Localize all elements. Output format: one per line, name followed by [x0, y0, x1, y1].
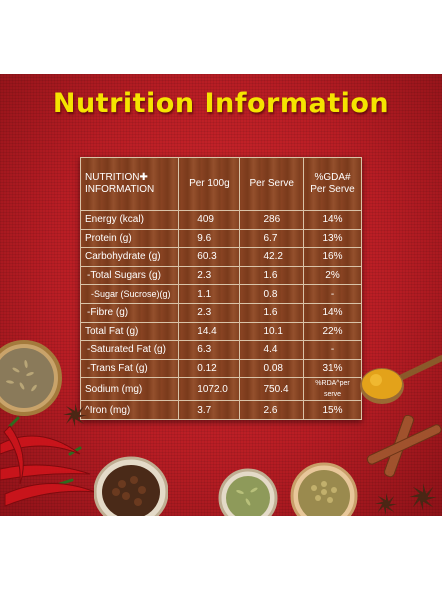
cumin-bowl-image: [0, 340, 62, 416]
turmeric-spoon-image: [360, 355, 442, 404]
row-gda: -: [303, 340, 362, 360]
row-per-serve: 750.4: [239, 377, 304, 402]
poster-title: Nutrition Information: [52, 88, 390, 119]
row-label: Carbohydrate (g): [79, 247, 180, 267]
row-gda: -: [303, 284, 362, 304]
row-gda: 31%: [303, 358, 362, 379]
row-per-serve: 0.8: [239, 284, 304, 304]
row-gda: 2%: [303, 265, 362, 286]
table-row: -Trans Fat (g) 0.12 0.08 31%: [79, 358, 362, 379]
cinnamon-sticks-image: [366, 414, 442, 478]
row-per-serve: 4.4: [239, 340, 304, 360]
row-per-100g: 9.6: [178, 228, 241, 249]
row-per-serve: 286: [239, 210, 304, 230]
header-nutrition-information: NUTRITION✚ INFORMATION: [79, 157, 180, 211]
row-per-serve: 10.1: [239, 321, 304, 342]
header-gda-per-serve: %GDA# Per Serve: [303, 157, 362, 211]
table-row: -Sugar (Sucrose)(g) 1.1 0.8 -: [79, 284, 362, 304]
row-per-serve: 2.6: [239, 400, 304, 420]
row-per-100g: 409: [178, 210, 241, 230]
row-per-100g: 60.3: [178, 247, 241, 267]
row-per-100g: 1072.0: [178, 377, 241, 402]
row-label: -Total Sugars (g): [79, 265, 180, 286]
nutrition-table: NUTRITION✚ INFORMATION Per 100g Per Serv…: [79, 157, 362, 420]
table-row: Carbohydrate (g) 60.3 42.2 16%: [79, 247, 362, 267]
nutrition-poster: Nutrition Information NUTRITION✚ INFORMA…: [0, 74, 442, 516]
table-row: Protein (g) 9.6 6.7 13%: [79, 228, 362, 249]
star-anise-icon: [63, 403, 87, 427]
row-per-serve: 42.2: [239, 247, 304, 267]
row-per-100g: 14.4: [178, 321, 241, 342]
row-per-100g: 2.3: [178, 265, 241, 286]
row-per-100g: 6.3: [178, 340, 241, 360]
row-gda: 16%: [303, 247, 362, 267]
star-anise-icon: [374, 492, 398, 516]
row-gda: 14%: [303, 302, 362, 323]
row-gda: 15%: [303, 400, 362, 420]
row-label: -Fibre (g): [79, 302, 180, 323]
row-per-100g: 2.3: [178, 302, 241, 323]
row-per-serve: 6.7: [239, 228, 304, 249]
row-per-serve: 1.6: [239, 302, 304, 323]
header-per-serve: Per Serve: [239, 157, 304, 211]
table-row: Total Fat (g) 14.4 10.1 22%: [79, 321, 362, 342]
row-label: -Saturated Fat (g): [79, 340, 180, 360]
row-per-100g: 3.7: [178, 400, 241, 420]
row-per-serve: 0.08: [239, 358, 304, 379]
red-chillies-image: [0, 416, 96, 507]
row-per-serve: 1.6: [239, 265, 304, 286]
coriander-bowl-image: [290, 462, 358, 516]
row-label: Energy (kcal): [79, 210, 180, 230]
row-per-100g: 0.12: [178, 358, 241, 379]
row-label: -Trans Fat (g): [79, 358, 180, 379]
row-label: Sodium (mg): [79, 377, 180, 402]
row-gda: 22%: [303, 321, 362, 342]
table-row: Energy (kcal) 409 286 14%: [79, 210, 362, 230]
star-anise-icon: [409, 483, 437, 511]
table-header-row: NUTRITION✚ INFORMATION Per 100g Per Serv…: [79, 157, 362, 211]
row-label: -Sugar (Sucrose)(g): [79, 284, 180, 304]
table-row: -Fibre (g) 2.3 1.6 14%: [79, 302, 362, 323]
row-per-100g: 1.1: [178, 284, 241, 304]
row-gda: %RDA^per serve: [303, 377, 362, 402]
row-gda: 13%: [303, 228, 362, 249]
table-row: -Saturated Fat (g) 6.3 4.4 -: [79, 340, 362, 360]
row-label: Protein (g): [79, 228, 180, 249]
header-per-100g: Per 100g: [178, 157, 241, 211]
row-gda: 14%: [303, 210, 362, 230]
table-row: -Total Sugars (g) 2.3 1.6 2%: [79, 265, 362, 286]
table-row: Sodium (mg) 1072.0 750.4 %RDA^per serve: [79, 377, 362, 402]
table-row: ^Iron (mg) 3.7 2.6 15%: [79, 400, 362, 420]
cloves-bowl-image: [94, 456, 168, 516]
row-label: Total Fat (g): [79, 321, 180, 342]
fennel-bowl-image: [218, 468, 278, 516]
